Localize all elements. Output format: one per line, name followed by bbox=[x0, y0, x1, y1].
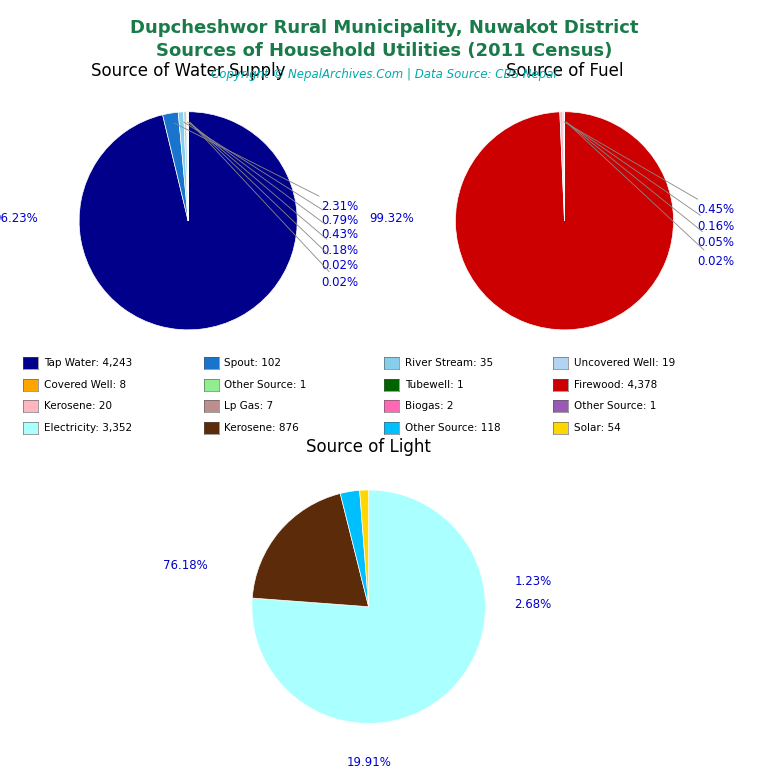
Wedge shape bbox=[178, 112, 188, 221]
Text: Kerosene: 876: Kerosene: 876 bbox=[224, 422, 299, 433]
Text: 0.45%: 0.45% bbox=[564, 122, 735, 217]
Wedge shape bbox=[340, 490, 369, 607]
Text: Other Source: 1: Other Source: 1 bbox=[574, 401, 656, 412]
Text: Kerosene: 20: Kerosene: 20 bbox=[44, 401, 112, 412]
Text: 0.43%: 0.43% bbox=[187, 122, 359, 241]
Wedge shape bbox=[359, 490, 369, 607]
Title: Source of Light: Source of Light bbox=[306, 439, 431, 456]
Text: 76.18%: 76.18% bbox=[163, 559, 207, 572]
Text: 0.02%: 0.02% bbox=[190, 123, 359, 290]
Wedge shape bbox=[163, 112, 188, 221]
Wedge shape bbox=[184, 112, 188, 221]
Wedge shape bbox=[79, 111, 297, 329]
Text: 0.05%: 0.05% bbox=[566, 122, 734, 249]
Text: Firewood: 4,378: Firewood: 4,378 bbox=[574, 379, 657, 390]
Wedge shape bbox=[563, 112, 564, 221]
Text: Other Source: 118: Other Source: 118 bbox=[405, 422, 501, 433]
Text: Other Source: 1: Other Source: 1 bbox=[224, 379, 306, 390]
Text: 19.91%: 19.91% bbox=[346, 756, 391, 768]
Text: 2.68%: 2.68% bbox=[515, 598, 552, 611]
Text: Lp Gas: 7: Lp Gas: 7 bbox=[224, 401, 273, 412]
Text: 2.31%: 2.31% bbox=[174, 123, 359, 214]
Text: 1.23%: 1.23% bbox=[515, 574, 552, 588]
Text: 0.02%: 0.02% bbox=[567, 122, 735, 268]
Text: Solar: 54: Solar: 54 bbox=[574, 422, 621, 433]
Title: Source of Water Supply: Source of Water Supply bbox=[91, 62, 286, 80]
Text: Tap Water: 4,243: Tap Water: 4,243 bbox=[44, 358, 132, 369]
Text: 0.02%: 0.02% bbox=[190, 122, 359, 272]
Text: 0.79%: 0.79% bbox=[184, 122, 359, 227]
Text: Dupcheshwor Rural Municipality, Nuwakot District
Sources of Household Utilities : Dupcheshwor Rural Municipality, Nuwakot … bbox=[130, 19, 638, 60]
Text: Tubewell: 1: Tubewell: 1 bbox=[405, 379, 463, 390]
Text: Uncovered Well: 19: Uncovered Well: 19 bbox=[574, 358, 675, 369]
Text: 0.16%: 0.16% bbox=[566, 122, 735, 233]
Text: Covered Well: 8: Covered Well: 8 bbox=[44, 379, 126, 390]
Text: Copyright © NepalArchives.Com | Data Source: CBS Nepal: Copyright © NepalArchives.Com | Data Sou… bbox=[211, 68, 557, 81]
Text: Biogas: 2: Biogas: 2 bbox=[405, 401, 453, 412]
Text: River Stream: 35: River Stream: 35 bbox=[405, 358, 493, 369]
Wedge shape bbox=[455, 111, 674, 329]
Title: Source of Fuel: Source of Fuel bbox=[506, 62, 623, 80]
Wedge shape bbox=[187, 112, 188, 221]
Wedge shape bbox=[560, 112, 564, 221]
Text: 96.23%: 96.23% bbox=[0, 212, 38, 225]
Wedge shape bbox=[252, 490, 485, 723]
Text: 0.18%: 0.18% bbox=[190, 122, 359, 257]
Wedge shape bbox=[252, 494, 369, 607]
Text: Spout: 102: Spout: 102 bbox=[224, 358, 281, 369]
Text: 99.32%: 99.32% bbox=[369, 212, 414, 225]
Text: Electricity: 3,352: Electricity: 3,352 bbox=[44, 422, 132, 433]
